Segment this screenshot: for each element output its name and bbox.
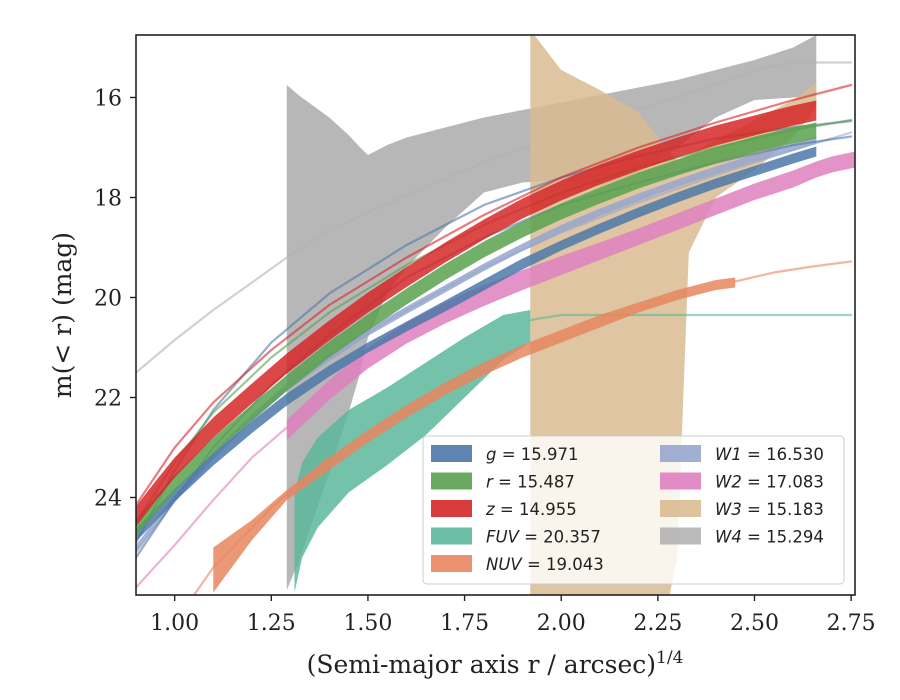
legend-swatch-nuv (431, 555, 472, 572)
legend-swatch-w3 (660, 500, 701, 517)
x-axis-ticks: 1.00 1.25 1.50 1.75 2.00 2.25 2.50 2.75 (150, 595, 876, 636)
y-tick-label: 20 (94, 287, 122, 312)
legend-label-w1: W1 = 16.530 (715, 445, 824, 464)
y-tick-label: 22 (94, 387, 122, 412)
legend-label-r: r = 15.487 (486, 473, 575, 492)
legend-swatch-r (431, 472, 472, 490)
legend-label-w3: W3 = 15.183 (715, 500, 824, 519)
legend-swatch-w2 (660, 472, 701, 490)
plot-frame (135, 34, 856, 596)
model1-line-nuv (734, 260, 853, 283)
legend: g = 15.971 r = 15.487 z = 14.955 FUV = 20.3… (422, 435, 845, 585)
x-tick-label: 1.75 (440, 611, 489, 636)
model1-line-w4 (136, 61, 853, 374)
y-axis-ticks: 16 18 20 22 24 (94, 87, 136, 512)
x-tick-label: 2.25 (633, 611, 682, 636)
legend-swatch-w1 (660, 445, 701, 462)
x-axis-label-text: (Semi-major axis r / arcsec) (307, 650, 656, 679)
model1-line-z (136, 83, 853, 507)
legend-frame (422, 435, 845, 585)
legend-label-z: z = 14.955 (485, 500, 577, 519)
legend-label-w2: W2 = 17.083 (715, 473, 824, 492)
legend-swatch-fuv (431, 527, 472, 545)
legend-label-g: g = 15.971 (486, 445, 579, 464)
model1-line-fuv (529, 313, 853, 322)
y-tick-label: 16 (94, 87, 122, 112)
y-tick-label: 18 (94, 187, 122, 212)
x-axis-label-superscript: 1/4 (656, 648, 683, 668)
model2-line-nuv (191, 456, 331, 595)
legend-label-nuv: NUV = 19.043 (486, 555, 604, 574)
legend-swatch-z (431, 500, 472, 517)
y-axis-label: m(< r) (mag) (48, 232, 77, 398)
x-axis-label: (Semi-major axis r / arcsec)1/4 (307, 648, 684, 679)
legend-label-fuv: FUV = 20.357 (486, 528, 601, 547)
x-tick-label: 1.50 (343, 611, 392, 636)
legend-label-w4: W4 = 15.294 (715, 528, 824, 547)
legend-swatch-w4 (660, 527, 701, 545)
legend-swatch-g (431, 445, 472, 462)
x-tick-label: 2.00 (537, 611, 586, 636)
band-w4 (286, 35, 817, 590)
x-tick-label: 1.25 (247, 611, 296, 636)
model1-line-w2 (136, 426, 288, 589)
x-tick-label: 2.75 (827, 611, 876, 636)
band-w2 (286, 151, 855, 440)
x-tick-label: 2.50 (730, 611, 779, 636)
y-tick-label: 24 (94, 487, 122, 512)
x-tick-label: 1.00 (150, 611, 199, 636)
